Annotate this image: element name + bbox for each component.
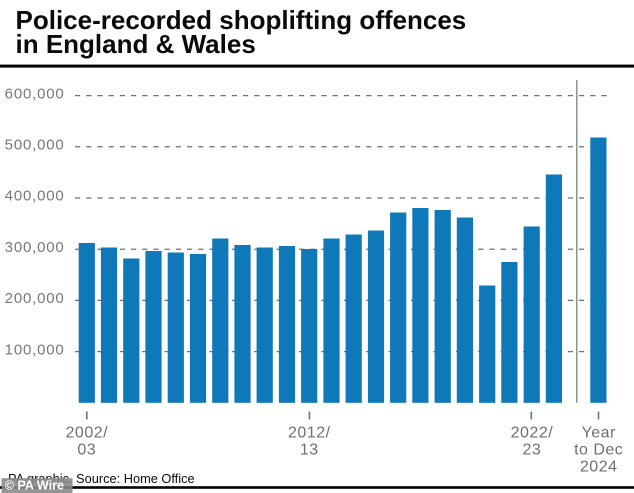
svg-text:© PA Wire: © PA Wire xyxy=(5,478,64,492)
svg-text:2012/: 2012/ xyxy=(288,425,331,442)
svg-text:300,000: 300,000 xyxy=(5,239,65,256)
svg-text:100,000: 100,000 xyxy=(5,341,65,358)
svg-text:in England & Wales: in England & Wales xyxy=(16,29,256,59)
svg-text:600,000: 600,000 xyxy=(5,85,65,102)
svg-text:2002/: 2002/ xyxy=(66,425,109,442)
svg-text:13: 13 xyxy=(300,442,319,459)
svg-text:2022/: 2022/ xyxy=(511,425,554,442)
svg-text:03: 03 xyxy=(77,442,96,459)
svg-text:Police-recorded shoplifting of: Police-recorded shoplifting offences xyxy=(16,5,467,35)
svg-text:Year: Year xyxy=(582,425,617,442)
svg-text:23: 23 xyxy=(523,442,542,459)
svg-text:to Dec: to Dec xyxy=(574,442,623,459)
svg-text:500,000: 500,000 xyxy=(5,137,65,154)
svg-text:400,000: 400,000 xyxy=(5,188,65,205)
svg-text:200,000: 200,000 xyxy=(5,290,65,307)
svg-text:2024: 2024 xyxy=(580,458,618,475)
